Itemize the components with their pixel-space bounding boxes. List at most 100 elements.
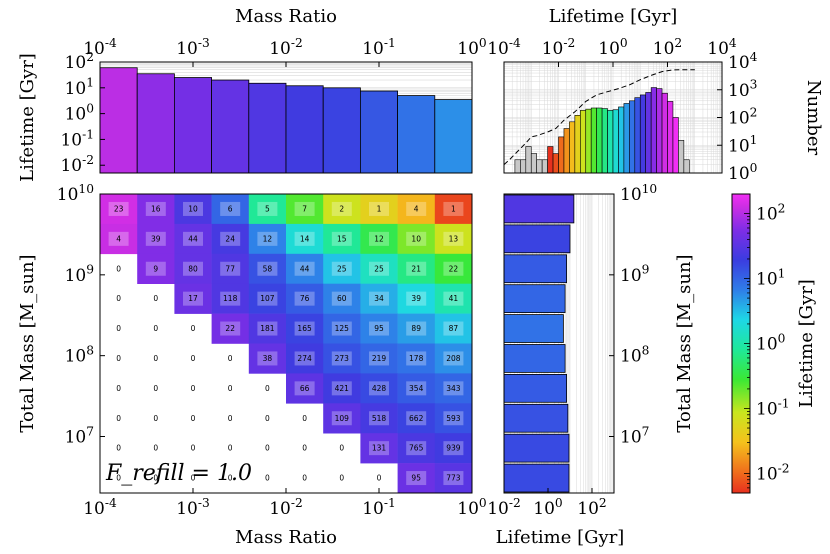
heatmap-cell [174, 283, 212, 314]
heatmap-count: 12 [374, 234, 384, 243]
top-bar [397, 95, 436, 174]
top-bar [211, 79, 250, 174]
hist-bar [650, 87, 657, 174]
hist-bar [574, 115, 581, 174]
heatmap-count-box [294, 231, 315, 246]
top-y-tick-label: 101 [65, 76, 94, 99]
heatmap-count: 22 [225, 324, 235, 333]
top-bar [322, 87, 361, 174]
heatmap-cell [360, 253, 398, 284]
hist-bar [629, 100, 636, 174]
heatmap-count: 1 [451, 204, 456, 213]
heatmap-count: 6 [228, 204, 233, 213]
top-y-tick-label: 10-2 [60, 153, 94, 176]
heatmap-count: 2 [339, 204, 344, 213]
hist-bar [558, 136, 565, 174]
heatmap-count-box [331, 201, 352, 216]
heatmap-count: 0 [228, 474, 233, 483]
heatmap-cell [137, 223, 175, 255]
heatmap-cell [211, 223, 250, 255]
heatmap-count: 0 [116, 384, 121, 393]
heatmap-count-box [406, 291, 427, 306]
heatmap-count: 0 [228, 444, 233, 453]
heatmap-count-box [443, 411, 464, 426]
right-x-tick-label: 100 [533, 496, 562, 519]
heatmap-cell [248, 194, 287, 225]
heatmap-count: 118 [223, 294, 238, 303]
heatmap-count: 34 [374, 294, 384, 303]
right-bar [503, 433, 570, 463]
heatmap-cell [434, 223, 473, 255]
heatmap-cell [434, 463, 473, 494]
right-bar [503, 284, 566, 314]
hist-bar [661, 92, 668, 174]
heatmap-count: 25 [374, 264, 384, 273]
heatmap-y-tick-label: 1010 [57, 182, 94, 205]
heatmap-count-box [443, 291, 464, 306]
right-panel-frame [503, 193, 615, 494]
hist-bar [569, 121, 576, 174]
heatmap-count: 0 [191, 444, 196, 453]
top-y-tick-label: 100 [65, 101, 94, 124]
heatmap-count-box [406, 231, 427, 246]
right-bar [503, 254, 567, 284]
heatmap-y-tick-label: 108 [65, 344, 94, 367]
top-y-axis-title: Lifetime [Gyr] [17, 53, 38, 182]
heatmap-count: 60 [337, 294, 347, 303]
heatmap-count: 23 [114, 204, 124, 213]
heatmap-count: 0 [116, 324, 121, 333]
heatmap-count: 0 [339, 444, 344, 453]
heatmap-cell [137, 253, 175, 284]
heatmap-cell [434, 313, 473, 344]
heatmap-count: 39 [411, 294, 421, 303]
hist-bar [607, 110, 614, 174]
hist-y-tick-label: 102 [728, 105, 757, 128]
heatmap-count-box [369, 261, 389, 276]
heatmap-count: 765 [409, 444, 424, 453]
heatmap-count-box [443, 441, 464, 456]
heatmap-count: 165 [297, 324, 312, 333]
heatmap-count: 14 [300, 234, 310, 243]
heatmap-count: 80 [188, 264, 198, 273]
heatmap-y-tick-label: 109 [65, 263, 94, 286]
heatmap-cell [397, 194, 436, 225]
heatmap-count-box [406, 321, 427, 336]
heatmap-cell [360, 343, 398, 374]
heatmap-count: 0 [191, 474, 196, 483]
heatmap-count: 22 [449, 264, 459, 273]
heatmap-cell [360, 283, 398, 314]
right-bar [503, 403, 569, 433]
heatmap-count: 0 [153, 294, 158, 303]
heatmap-cell [323, 253, 361, 284]
heatmap-count-box [183, 201, 203, 216]
heatmap-count-box [294, 291, 315, 306]
heatmap-count-box [406, 261, 427, 276]
heatmap-count: 0 [153, 354, 158, 363]
heatmap-count: 0 [265, 384, 270, 393]
heatmap-count-box [369, 291, 389, 306]
heatmap-count-box [406, 201, 427, 216]
heatmap-count: 109 [335, 414, 350, 423]
heatmap-count: 41 [449, 294, 459, 303]
heatmap-cell [286, 373, 324, 404]
heatmap-count: 12 [263, 234, 273, 243]
heatmap-count: 0 [153, 414, 158, 423]
heatmap-cell [323, 313, 361, 344]
heatmap-count: 518 [372, 414, 387, 423]
hist-bar [596, 107, 603, 174]
heatmap-cell [434, 433, 473, 464]
top-x-tick-label: 100 [457, 36, 486, 59]
heatmap-count: 16 [151, 204, 161, 213]
heatmap-count: 10 [411, 234, 421, 243]
heatmap-count-box [406, 411, 427, 426]
hist-bar [563, 128, 570, 174]
heatmap-count: 38 [263, 354, 273, 363]
heatmap-cell [434, 343, 473, 374]
heatmap-count: 10 [188, 204, 198, 213]
heatmap-count: 21 [411, 264, 421, 273]
heatmap-count: 0 [116, 444, 121, 453]
heatmap-count: 421 [335, 384, 350, 393]
heatmap-count-box [183, 231, 203, 246]
heatmap-count-box [443, 381, 464, 396]
heatmap-cell [174, 223, 212, 255]
